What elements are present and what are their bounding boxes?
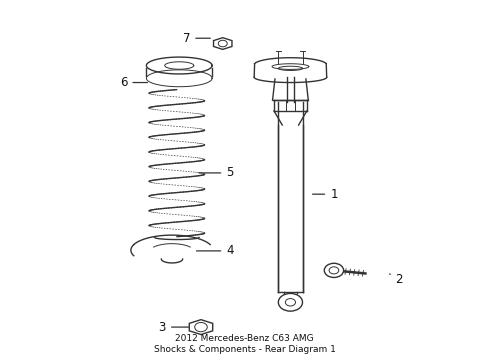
- Circle shape: [218, 40, 227, 47]
- Polygon shape: [189, 320, 212, 334]
- Text: 2: 2: [389, 273, 402, 286]
- Text: 5: 5: [199, 166, 233, 179]
- Circle shape: [194, 323, 207, 332]
- Text: 4: 4: [196, 244, 233, 257]
- Text: 7: 7: [183, 32, 210, 45]
- Text: 3: 3: [158, 321, 188, 334]
- Circle shape: [324, 263, 343, 278]
- Circle shape: [285, 298, 295, 306]
- Text: 2012 Mercedes-Benz C63 AMG
Shocks & Components - Rear Diagram 1: 2012 Mercedes-Benz C63 AMG Shocks & Comp…: [153, 334, 335, 354]
- Text: 6: 6: [120, 76, 147, 89]
- Circle shape: [328, 267, 338, 274]
- Circle shape: [278, 293, 302, 311]
- Text: 1: 1: [312, 188, 337, 201]
- Polygon shape: [213, 38, 231, 49]
